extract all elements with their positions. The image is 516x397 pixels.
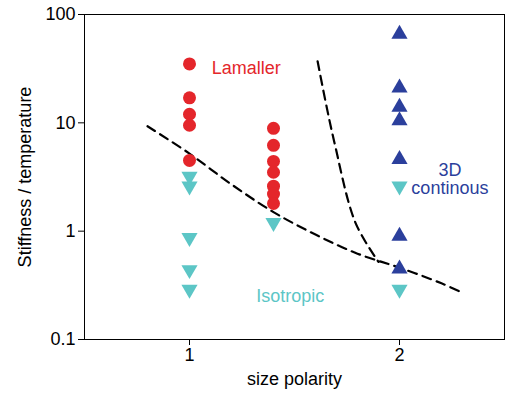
svg-text:100: 100: [45, 4, 75, 24]
svg-text:Stiffness / temperature: Stiffness / temperature: [15, 87, 35, 268]
svg-text:Lamaller: Lamaller: [212, 58, 281, 78]
svg-text:1: 1: [65, 221, 75, 241]
svg-text:Isotropic: Isotropic: [256, 286, 324, 306]
svg-text:10: 10: [55, 113, 75, 133]
svg-text:1: 1: [184, 345, 194, 365]
svg-text:size polarity: size polarity: [247, 369, 342, 389]
svg-text:0.1: 0.1: [50, 329, 75, 349]
svg-text:2: 2: [394, 345, 404, 365]
svg-text:3Dcontinous: 3Dcontinous: [411, 160, 488, 198]
